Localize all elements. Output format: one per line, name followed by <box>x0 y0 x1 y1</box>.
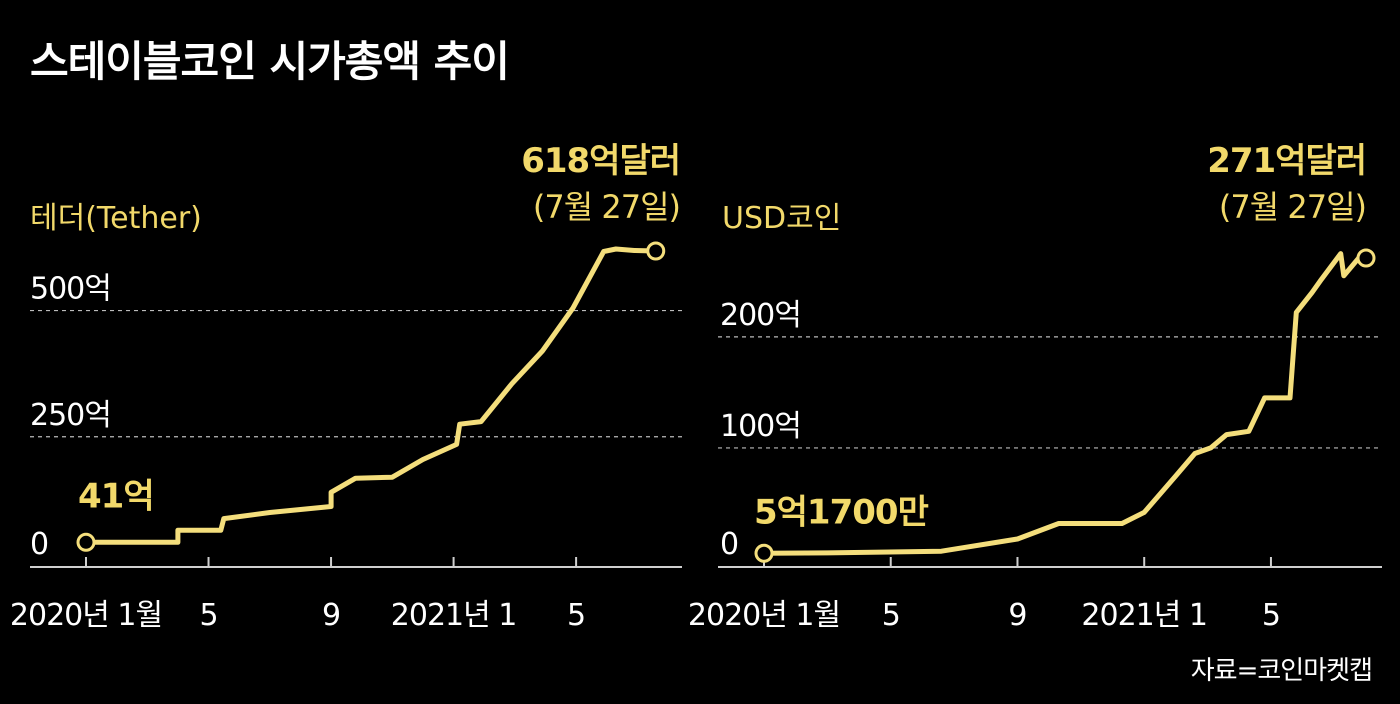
usdc-series-label: USD코인 <box>722 201 841 236</box>
tether-x-tick-label: 5 <box>567 598 585 633</box>
page-title: 스테이블코인 시가총액 추이 <box>30 37 510 86</box>
usdc-x-tick-label: 2020년 1월 <box>688 598 840 633</box>
usdc-y-tick-label: 100억 <box>720 409 801 444</box>
tether-end-label: 618억달러 <box>521 141 680 181</box>
tether-x-tick-label: 2021년 1 <box>391 598 517 633</box>
usdc-x-tick-label: 5 <box>882 598 900 633</box>
usdc-x-tick-label: 2021년 1 <box>1081 598 1207 633</box>
tether-x-tick-label: 9 <box>322 598 340 633</box>
usdc-y-tick-label: 200억 <box>720 298 801 333</box>
usdc-end-marker <box>1356 248 1376 268</box>
usdc-start-label: 5억1700만 <box>754 492 929 532</box>
source-note: 자료=코인마켓캡 <box>1190 656 1373 686</box>
usdc-x-tick-label: 5 <box>1262 598 1280 633</box>
tether-series-line <box>83 246 659 545</box>
usdc-end-date-label: (7월 27일) <box>1219 188 1366 226</box>
usdc-x-tick-label: 9 <box>1008 598 1026 633</box>
usdc-start-marker <box>754 543 774 563</box>
tether-y-tick-label: 0 <box>30 527 48 562</box>
tether-y-tick-label: 500억 <box>30 272 111 307</box>
tether-start-label: 41억 <box>78 476 154 516</box>
tether-market-cap-chart: 테더(Tether) 0 250억 500억 2020년 1월 5 9 2021년 1 5 41억… <box>10 141 682 633</box>
tether-series-label: 테더(Tether) <box>30 201 202 236</box>
tether-end-marker <box>646 241 666 261</box>
tether-x-tick-label: 2020년 1월 <box>10 598 162 633</box>
tether-end-date-label: (7월 27일) <box>533 188 680 226</box>
tether-start-marker <box>76 532 96 552</box>
usdc-series-line <box>761 251 1369 556</box>
tether-x-tick-label: 5 <box>199 598 217 633</box>
usdc-end-label: 271억달러 <box>1207 141 1366 181</box>
tether-y-tick-label: 250억 <box>30 398 111 433</box>
usdc-y-tick-label: 0 <box>720 527 738 562</box>
